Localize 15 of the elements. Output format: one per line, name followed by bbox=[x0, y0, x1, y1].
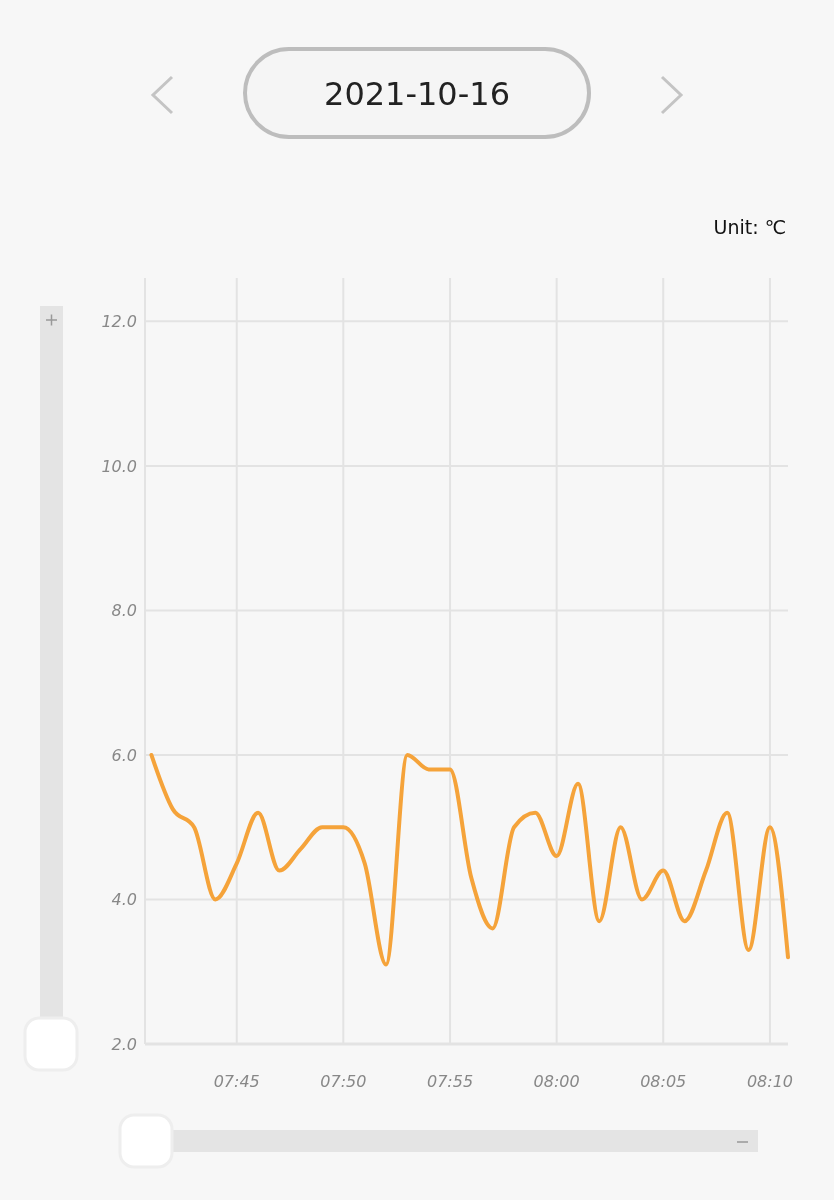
y-axis-title: Unit: ℃ bbox=[713, 216, 786, 238]
x-tick-label: 08:05 bbox=[640, 1072, 687, 1091]
y-tick-label: 6.0 bbox=[111, 745, 137, 765]
line-series bbox=[149, 752, 790, 967]
x-tick-label: 07:50 bbox=[320, 1072, 367, 1091]
y-tick-label: 8.0 bbox=[111, 601, 137, 621]
x-tick-label: 08:00 bbox=[533, 1072, 580, 1091]
x-tick-label: 08:10 bbox=[746, 1072, 794, 1091]
x-tick-label: 07:45 bbox=[213, 1072, 260, 1091]
y-tick-label: 4.0 bbox=[111, 890, 137, 910]
y-tick-label: 2.0 bbox=[111, 1035, 137, 1054]
y-tick-label: 10.0 bbox=[101, 456, 137, 476]
x-tick-label: 07:55 bbox=[427, 1072, 474, 1091]
chart-title: 2021-10-16 bbox=[324, 75, 510, 113]
y-tick-label: 12.0 bbox=[101, 312, 137, 332]
